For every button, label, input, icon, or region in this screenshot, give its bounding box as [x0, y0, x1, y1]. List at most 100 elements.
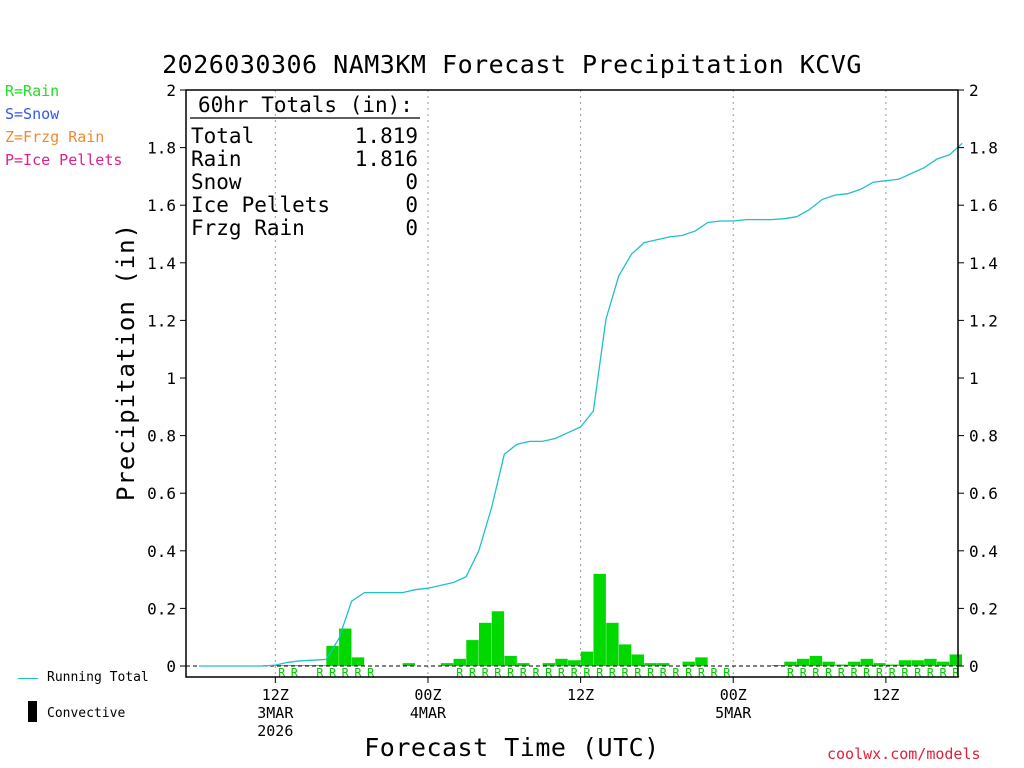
y-tick-label-left: 1.6: [147, 196, 176, 215]
totals-row-label: Rain: [191, 147, 242, 171]
x-axis-label: Forecast Time (UTC): [364, 733, 660, 762]
legend-rain: R=Rain: [5, 82, 60, 100]
precip-bar: [326, 645, 339, 666]
rain-marker: R: [367, 666, 375, 680]
precip-bar: [618, 644, 632, 666]
precip-bar: [911, 660, 924, 666]
legend-ice-pellets: P=Ice Pellets: [5, 151, 123, 169]
precip-bar: [568, 660, 581, 666]
precip-bar: [440, 663, 454, 666]
precip-bar: [542, 663, 555, 666]
precip-bar: [504, 655, 517, 666]
precip-bar: [898, 660, 912, 666]
precip-bar: [644, 663, 657, 666]
rain-markers: R R R R RR R R R R R R R R R R R R R R R R R R R R R R R R R R R R R R R R R R…: [278, 666, 960, 680]
precip-bar: [822, 661, 835, 666]
rain-marker: R: [698, 666, 706, 680]
y-tick-label-left: 1.4: [147, 254, 176, 273]
rain-marker: R: [532, 666, 540, 680]
y-tick-label-right: 0: [969, 657, 979, 676]
rain-marker: R: [456, 666, 464, 680]
precip-bar: [695, 657, 708, 666]
rain-marker: R: [469, 666, 477, 680]
precip-bar: [682, 661, 695, 666]
precip-bar: [593, 573, 606, 666]
rain-marker: R: [685, 666, 693, 680]
y-tick-label-left: 0.2: [147, 599, 176, 618]
precip-bar: [453, 658, 466, 666]
rain-marker: R: [952, 666, 960, 680]
x-tick-label: 3MAR: [257, 704, 294, 722]
rain-marker: R: [914, 666, 922, 680]
rain-marker: R: [800, 666, 808, 680]
totals-row-label: Snow: [191, 170, 242, 194]
rain-marker: R: [558, 666, 566, 680]
precip-bar: [835, 664, 848, 666]
rain-marker: R: [507, 666, 515, 680]
rain-marker: R: [571, 666, 579, 680]
rain-marker: R: [609, 666, 617, 680]
x-tick-label: 00Z: [720, 686, 747, 704]
precip-bar: [809, 655, 823, 666]
y-tick-label-right: 0.6: [969, 484, 998, 503]
y-tick-label-right: 2: [969, 81, 979, 100]
y-tick-label-left: 1: [166, 369, 176, 388]
precip-bar: [555, 658, 568, 666]
rain-marker: R: [494, 666, 502, 680]
precip-bar: [873, 663, 886, 666]
totals-row-value: 1.816: [355, 147, 418, 171]
running-total-legend-label: Running Total: [47, 670, 149, 685]
totals-row-label: Frzg Rain: [191, 216, 305, 240]
rain-marker: R: [876, 666, 884, 680]
y-tick-label-right: 1.6: [969, 196, 998, 215]
y-tick-label-right: 0.8: [969, 427, 998, 446]
rain-marker: R: [291, 666, 299, 680]
x-tick-label: 2026: [257, 722, 293, 740]
rain-marker: R: [316, 666, 324, 680]
precip-bar: [517, 663, 530, 666]
rain-marker: R: [940, 666, 948, 680]
y-tick-label-right: 0.4: [969, 542, 998, 561]
precip-bar: [631, 654, 645, 666]
precip-bar: [860, 658, 873, 666]
rain-marker: R: [901, 666, 909, 680]
precip-bar: [886, 664, 899, 666]
rain-marker: R: [583, 666, 591, 680]
rain-marker: R: [482, 666, 490, 680]
precip-bar: [580, 651, 594, 666]
rain-marker: R: [520, 666, 528, 680]
x-gridlines: [274, 90, 887, 677]
precip-bar: [275, 665, 288, 666]
y-tick-label-left: 0: [166, 657, 176, 676]
totals-row-value: 0: [405, 170, 418, 194]
precip-bar: [784, 661, 797, 666]
convective-legend-swatch: [28, 701, 37, 722]
x-tick-label: 12Z: [872, 686, 899, 704]
rain-marker: R: [825, 666, 833, 680]
y-tick-label-left: 1.2: [147, 311, 176, 330]
hourly-precip-bars: [262, 573, 963, 666]
chart-title: 2026030306 NAM3KM Forecast Precipitation…: [162, 50, 862, 79]
y-axis-ticks: 0 00.2 0.20.4 0.40.6 0.60.8 0.81 11.2 1.21.4 1.4…: [147, 81, 998, 676]
rain-marker: R: [278, 666, 286, 680]
rain-marker: R: [838, 666, 846, 680]
rain-marker: R: [723, 666, 731, 680]
totals-row-value: 0: [405, 193, 418, 217]
totals-row-value: 1.819: [355, 124, 418, 148]
running-total-legend-swatch: [18, 678, 38, 679]
precip-bar: [491, 611, 505, 666]
rain-marker: R: [622, 666, 630, 680]
rain-marker: R: [850, 666, 858, 680]
precip-bar: [351, 657, 365, 666]
x-tick-label: 5MAR: [715, 704, 752, 722]
precip-bar: [797, 658, 810, 666]
precip-bar: [936, 661, 950, 666]
rain-marker: R: [342, 666, 350, 680]
y-tick-label-left: 2: [166, 81, 176, 100]
rain-marker: R: [672, 666, 680, 680]
precip-bar: [339, 628, 352, 666]
precip-bar: [479, 622, 492, 666]
rain-marker: R: [812, 666, 820, 680]
credit-link[interactable]: coolwx.com/models: [827, 745, 981, 763]
